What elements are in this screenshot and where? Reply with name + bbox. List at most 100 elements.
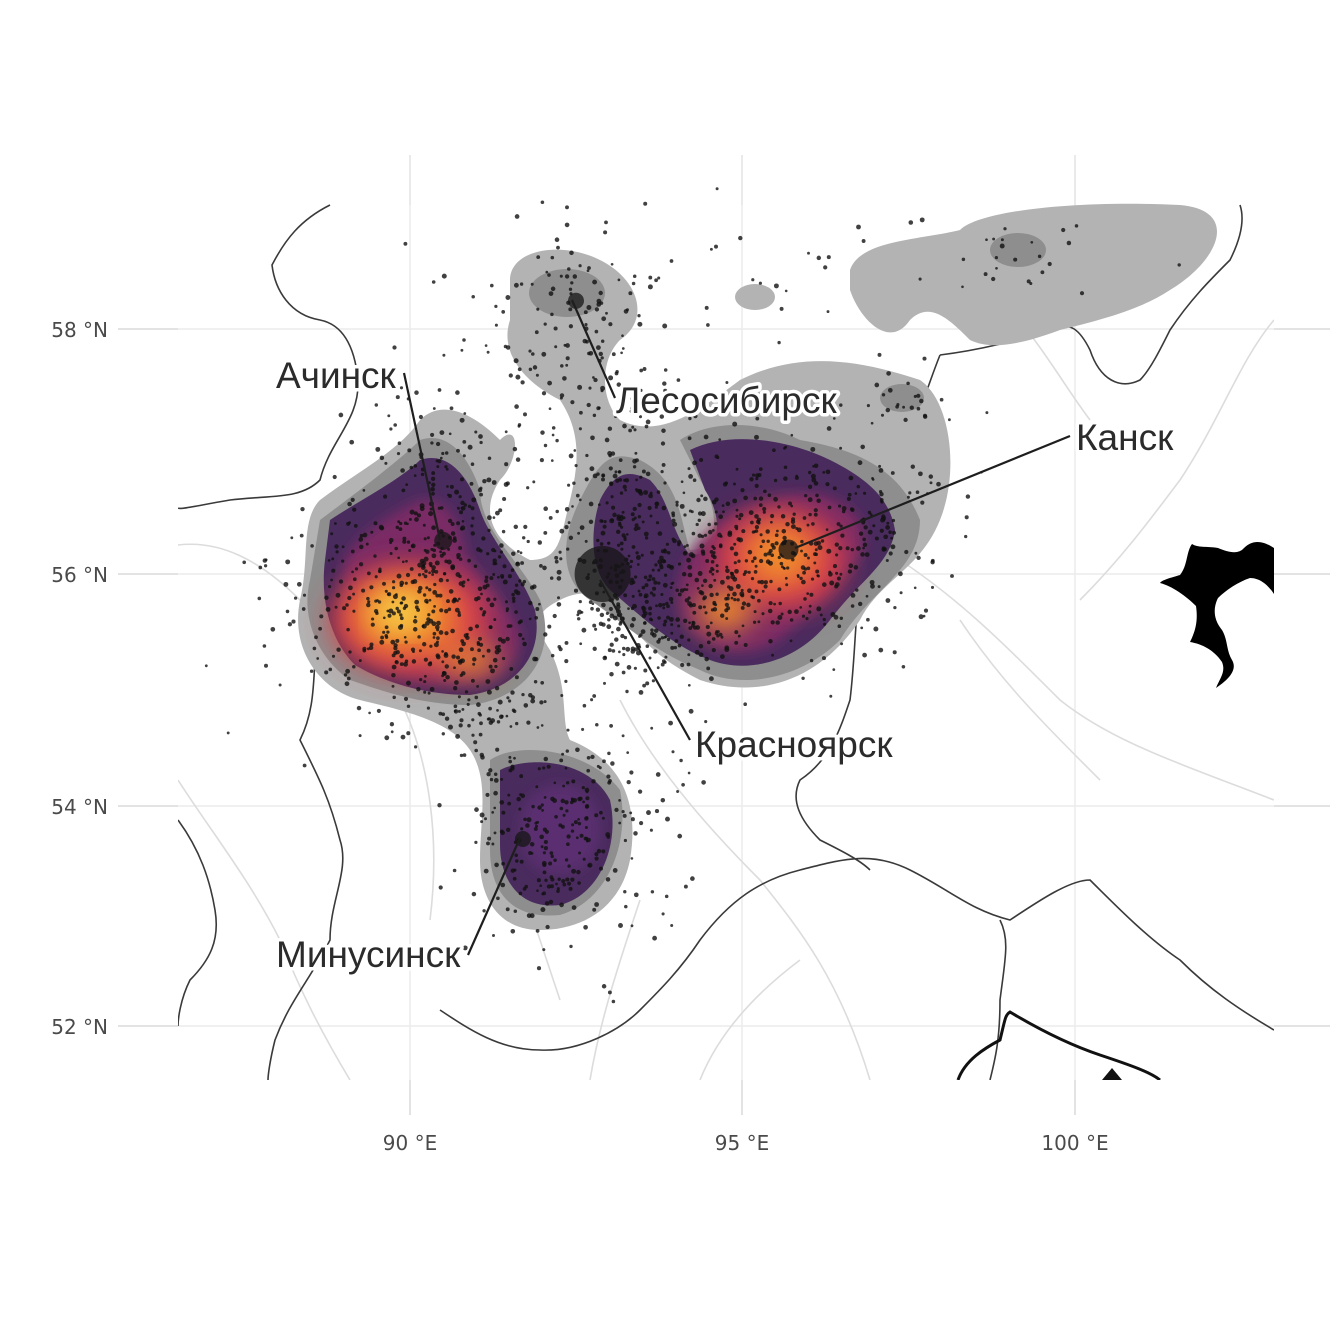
- settlement-point: [801, 614, 806, 618]
- settlement-point: [637, 321, 643, 327]
- settlement-point: [644, 599, 649, 604]
- settlement-point: [470, 524, 474, 528]
- settlement-point: [593, 377, 598, 383]
- settlement-point: [462, 338, 466, 342]
- settlement-point: [783, 476, 788, 481]
- settlement-point: [650, 890, 655, 894]
- settlement-point: [618, 523, 622, 527]
- settlement-point: [712, 551, 716, 555]
- settlement-point: [779, 561, 784, 566]
- settlement-point: [755, 519, 761, 524]
- settlement-point: [583, 310, 588, 315]
- settlement-point: [845, 546, 850, 551]
- settlement-point: [611, 505, 616, 510]
- settlement-point: [821, 656, 827, 661]
- settlement-point: [514, 853, 518, 858]
- settlement-point: [347, 595, 352, 601]
- settlement-point: [430, 486, 435, 492]
- settlement-point: [720, 654, 725, 659]
- settlement-point: [722, 482, 728, 487]
- settlement-point: [837, 576, 841, 581]
- settlement-point: [595, 723, 599, 727]
- settlement-point: [467, 723, 471, 728]
- settlement-point: [431, 553, 437, 559]
- settlement-point: [540, 803, 544, 807]
- settlement-point: [382, 616, 386, 620]
- settlement-point: [658, 602, 663, 608]
- settlement-point: [774, 533, 779, 538]
- settlement-point: [594, 307, 600, 312]
- settlement-point: [461, 671, 466, 676]
- settlement-point: [663, 559, 667, 563]
- settlement-point: [568, 535, 574, 540]
- settlement-point: [560, 694, 564, 697]
- settlement-point: [418, 414, 423, 420]
- settlement-point: [559, 758, 564, 763]
- settlement-point: [543, 443, 548, 448]
- settlement-point: [806, 592, 810, 595]
- settlement-point: [431, 621, 437, 627]
- settlement-point: [608, 322, 613, 327]
- settlement-point: [494, 862, 499, 868]
- settlement-point: [699, 457, 704, 463]
- settlement-point: [562, 882, 567, 887]
- settlement-point: [641, 520, 645, 524]
- settlement-point: [601, 473, 606, 478]
- settlement-point: [738, 512, 744, 518]
- settlement-point: [603, 681, 606, 685]
- settlement-point: [531, 352, 535, 356]
- settlement-point: [839, 403, 843, 407]
- settlement-point: [629, 770, 634, 775]
- settlement-point: [881, 393, 886, 397]
- settlement-point: [556, 889, 560, 893]
- settlement-point: [633, 831, 638, 836]
- settlement-point: [428, 561, 433, 566]
- settlement-point: [565, 749, 569, 753]
- settlement-point: [855, 588, 859, 592]
- settlement-point: [696, 497, 701, 503]
- settlement-point: [588, 519, 594, 525]
- settlement-point: [513, 358, 519, 364]
- settlement-point: [773, 602, 776, 606]
- settlement-point: [583, 924, 588, 930]
- settlement-point: [616, 626, 621, 632]
- settlement-point: [577, 384, 583, 390]
- settlement-point: [571, 868, 577, 874]
- settlement-point: [513, 524, 519, 530]
- settlement-point: [433, 642, 439, 648]
- settlement-point: [603, 230, 608, 235]
- settlement-point: [319, 614, 324, 619]
- settlement-point: [698, 652, 704, 658]
- settlement-point: [576, 869, 581, 875]
- settlement-point: [725, 381, 729, 384]
- settlement-point: [456, 448, 460, 453]
- settlement-point: [476, 596, 481, 601]
- settlement-point: [629, 623, 635, 628]
- settlement-point: [630, 406, 634, 410]
- settlement-point: [581, 785, 585, 790]
- settlement-point: [737, 559, 741, 563]
- settlement-point: [402, 539, 407, 544]
- settlement-point: [389, 551, 393, 556]
- settlement-point: [687, 467, 691, 471]
- settlement-point: [477, 648, 481, 653]
- settlement-point: [783, 465, 788, 470]
- settlement-point: [453, 704, 458, 709]
- settlement-point: [454, 680, 459, 685]
- settlement-point: [922, 356, 927, 361]
- settlement-point: [829, 580, 835, 586]
- settlement-point: [491, 811, 495, 814]
- settlement-point: [493, 806, 497, 810]
- density-layers: [298, 203, 1218, 930]
- settlement-point: [650, 550, 655, 555]
- settlement-point: [633, 428, 637, 432]
- settlement-point: [590, 606, 594, 611]
- settlement-point: [485, 679, 491, 684]
- settlement-point: [810, 473, 816, 479]
- settlement-point: [421, 572, 425, 576]
- settlement-point: [285, 559, 291, 565]
- settlement-point: [405, 572, 411, 578]
- settlement-point: [609, 671, 614, 677]
- settlement-point: [661, 428, 666, 433]
- settlement-point: [526, 486, 530, 490]
